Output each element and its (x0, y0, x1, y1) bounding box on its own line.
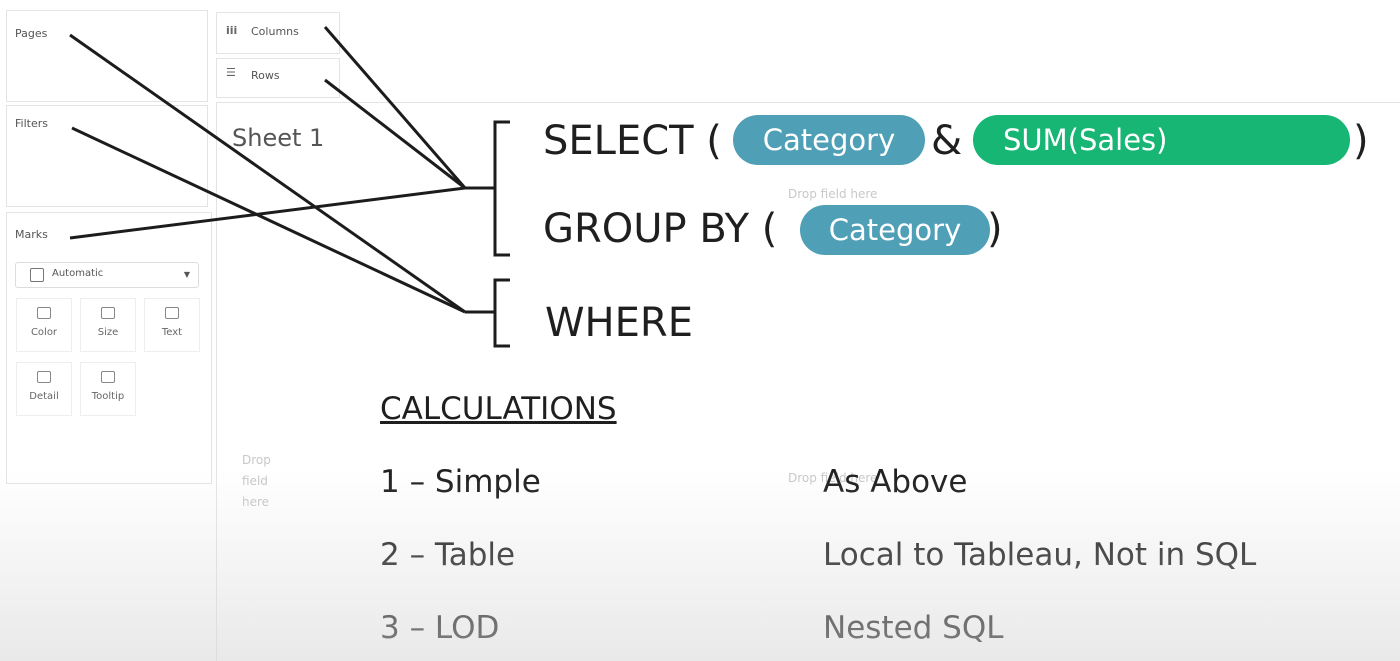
columns-label: Columns (251, 25, 299, 38)
mark-button[interactable]: Color (16, 298, 72, 352)
rows-label: Rows (251, 69, 280, 82)
calculation-type: 2 – Table (380, 537, 516, 573)
pages-label: Pages (15, 27, 48, 40)
filters-label: Filters (15, 117, 48, 130)
connector (69, 186, 466, 240)
mark-button-icon (37, 307, 51, 319)
filters-shelf (6, 105, 208, 207)
bracket (465, 278, 510, 348)
sheet-title: Sheet 1 (232, 124, 325, 152)
select-text: SELECT ( (543, 118, 722, 164)
calculation-type: 3 – LOD (380, 610, 500, 646)
mark-button[interactable]: Tooltip (80, 362, 136, 416)
connector (324, 78, 466, 190)
field-pill: Category (800, 205, 990, 255)
field-pill: Category (733, 115, 925, 165)
mark-button[interactable]: Detail (16, 362, 72, 416)
calculations-title: CALCULATIONS (380, 391, 617, 427)
field-pill: SUM(Sales) (973, 115, 1350, 165)
mark-button-label: Size (97, 327, 119, 338)
rows-shelf (216, 58, 340, 98)
calculation-type: 1 – Simple (380, 464, 541, 500)
calculation-description: Local to Tableau, Not in SQL (823, 537, 1257, 573)
close-paren: ) (1353, 118, 1369, 164)
columns-icon: iii (226, 24, 238, 37)
calculation-description: Nested SQL (823, 610, 1004, 646)
connector (69, 33, 466, 314)
mark-button-icon (101, 307, 115, 319)
mark-button-icon (37, 371, 51, 383)
connector (71, 126, 466, 314)
marks-card (6, 212, 212, 484)
calculation-description: As Above (823, 464, 968, 500)
mark-button-label: Color (30, 327, 58, 338)
mark-button-icon (101, 371, 115, 383)
group-by-text: GROUP BY ( (543, 206, 778, 252)
mark-button-label: Tooltip (91, 391, 125, 402)
mark-button[interactable]: Text (144, 298, 200, 352)
mark-button-label: Detail (29, 391, 59, 402)
rows-icon: ☰ (226, 66, 236, 79)
columns-shelf (216, 12, 340, 54)
close-paren: ) (987, 206, 1003, 252)
and-text: & (931, 118, 963, 164)
mark-type-icon (30, 268, 44, 282)
bracket (465, 120, 510, 257)
mark-button[interactable]: Size (80, 298, 136, 352)
mark-button-label: Text (161, 327, 183, 338)
pages-shelf (6, 10, 208, 102)
mark-button-icon (165, 307, 179, 319)
where-text: WHERE (545, 300, 693, 346)
connector (323, 26, 467, 189)
drop-hint: Drop field here (788, 187, 878, 201)
mark-type-dropdown[interactable]: Automatic ▼ (15, 262, 199, 288)
mark-type-label: Automatic (52, 268, 104, 279)
dropdown-arrow: ▼ (183, 270, 190, 279)
marks-label: Marks (15, 228, 48, 241)
